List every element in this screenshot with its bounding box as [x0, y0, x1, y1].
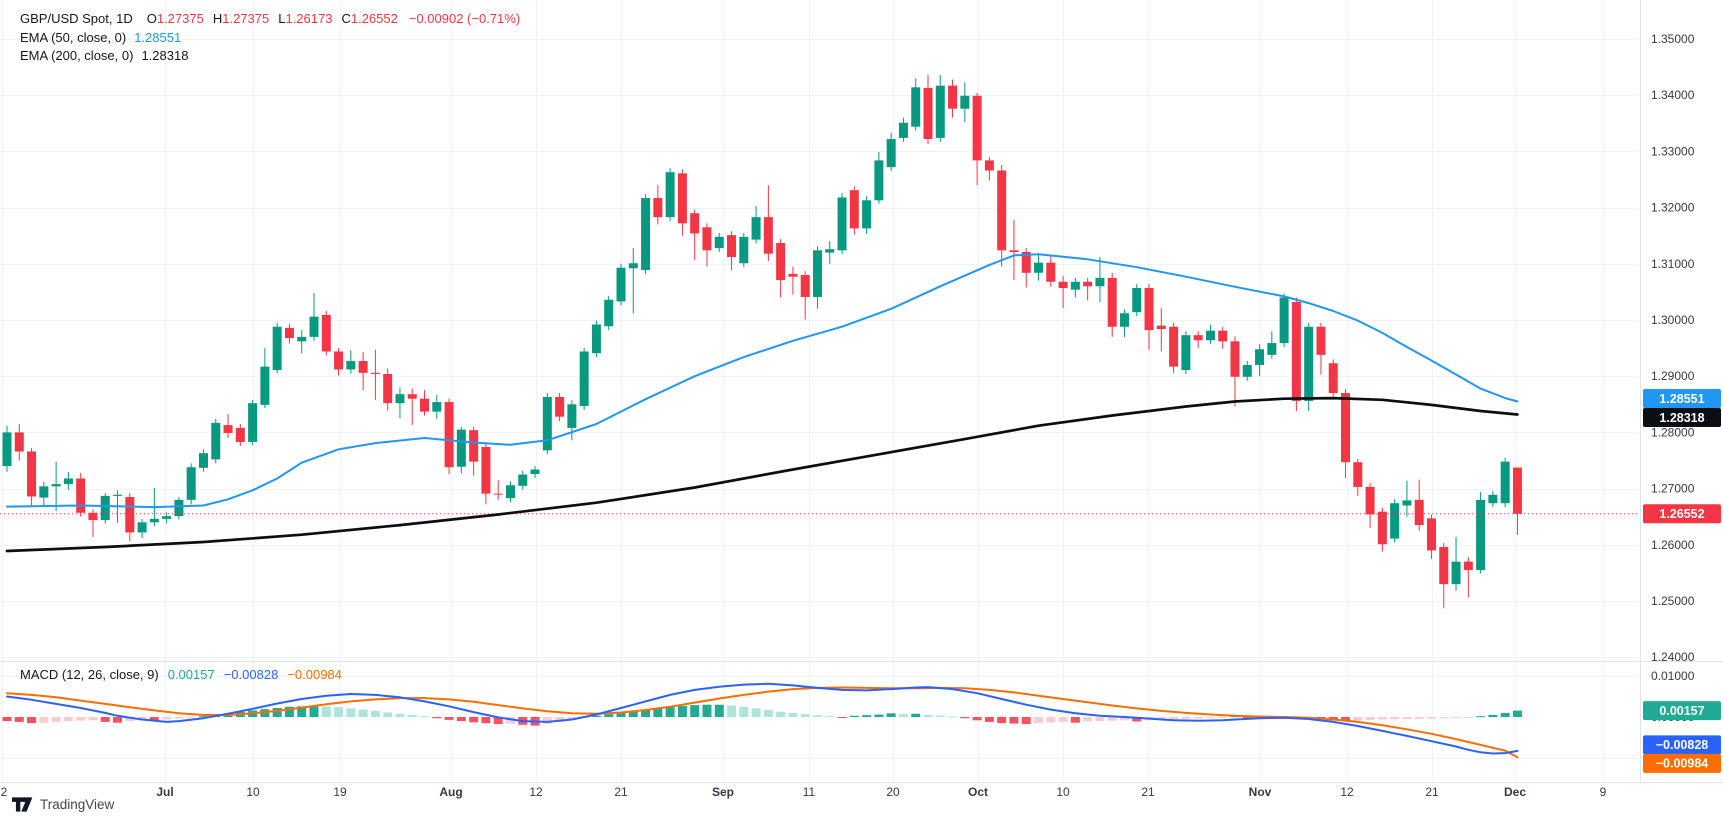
ema200-value: 1.28318: [141, 48, 189, 63]
svg-text:1.26552: 1.26552: [1659, 507, 1704, 521]
svg-text:1.35000: 1.35000: [1651, 32, 1695, 46]
svg-text:Sep: Sep: [712, 785, 734, 799]
macd-signal-value: −0.00984: [287, 667, 342, 682]
ema-50-line[interactable]: [6, 253, 1519, 509]
svg-text:Aug: Aug: [439, 785, 462, 799]
ema50-label: EMA (50, close, 0): [20, 29, 127, 45]
axis-badge: 0.00157: [1643, 701, 1721, 721]
macd-line[interactable]: [6, 682, 1519, 755]
ema-200-line[interactable]: [5, 396, 1519, 553]
open-label: O: [146, 11, 157, 26]
svg-text:0.00157: 0.00157: [1659, 704, 1704, 718]
macd-hist-value: 0.00157: [167, 667, 215, 682]
change-value: −0.00902 (−0.71%): [408, 11, 521, 26]
svg-text:21: 21: [1425, 785, 1439, 799]
svg-text:1.28000: 1.28000: [1651, 425, 1695, 439]
high-value: 1.27375: [222, 11, 270, 26]
axis-badge: 1.28318: [1643, 407, 1721, 427]
axis-badge: −0.00828: [1643, 735, 1721, 755]
svg-text:21: 21: [614, 785, 628, 799]
open-value: 1.27375: [156, 11, 204, 26]
indicator-row-ema200[interactable]: EMA (200, close, 0) 1.28318: [20, 47, 520, 66]
ema200-label: EMA (200, close, 0): [20, 48, 134, 63]
svg-text:12: 12: [1340, 785, 1354, 799]
svg-text:10: 10: [246, 785, 260, 799]
svg-text:−0.00828: −0.00828: [1656, 738, 1709, 752]
svg-text:10: 10: [1056, 785, 1070, 799]
close-label: C: [341, 11, 351, 26]
macd-label: MACD (12, 26, close, 9): [20, 667, 159, 682]
symbol-title: GBP/USD Spot, 1D: [20, 11, 133, 26]
svg-text:1.33000: 1.33000: [1651, 144, 1695, 158]
svg-text:Oct: Oct: [968, 785, 988, 799]
svg-text:1.28318: 1.28318: [1659, 411, 1704, 425]
legend: GBP/USD Spot, 1D O1.27375 H1.27375 L1.26…: [20, 10, 520, 66]
tradingview-logo-text: TradingView: [40, 797, 115, 812]
svg-text:1.26000: 1.26000: [1651, 538, 1695, 552]
time-scale[interactable]: 2 Jul 10 19 Aug 12 21 Sep 11 20 Oct 10 21 Nov 12 21 Dec 9: [1, 785, 1607, 799]
svg-text:1.31000: 1.31000: [1651, 257, 1695, 271]
svg-text:Nov: Nov: [1249, 785, 1272, 799]
high-label: H: [212, 11, 223, 26]
svg-text:1.27000: 1.27000: [1651, 482, 1695, 496]
symbol-row[interactable]: GBP/USD Spot, 1D O1.27375 H1.27375 L1.26…: [20, 10, 520, 29]
svg-text:21: 21: [1141, 785, 1155, 799]
svg-text:12: 12: [529, 785, 543, 799]
axis-badge: 1.26552: [1643, 504, 1721, 524]
svg-text:0.01000: 0.01000: [1651, 669, 1695, 683]
indicator-row-macd[interactable]: MACD (12, 26, close, 9) 0.00157 −0.00828…: [20, 667, 351, 682]
tradingview-logo[interactable]: TradingView: [12, 797, 114, 812]
svg-text:Dec: Dec: [1504, 785, 1526, 799]
svg-text:1.32000: 1.32000: [1651, 201, 1695, 215]
low-label: L: [278, 11, 286, 26]
ema50-value: 1.28551: [134, 29, 182, 45]
axis-badge: 1.28551: [1643, 388, 1721, 408]
close-value: 1.26552: [350, 11, 398, 26]
axis-badge: −0.00984: [1643, 753, 1721, 773]
svg-text:9: 9: [1600, 785, 1607, 799]
svg-text:1.24000: 1.24000: [1651, 650, 1695, 664]
tradingview-logo-icon: [12, 797, 34, 812]
svg-text:19: 19: [333, 785, 347, 799]
svg-text:2: 2: [1, 785, 8, 799]
svg-text:1.29000: 1.29000: [1651, 369, 1695, 383]
svg-text:20: 20: [886, 785, 900, 799]
svg-text:1.34000: 1.34000: [1651, 88, 1695, 102]
gridlines: [0, 0, 1638, 782]
macd-line-value: −0.00828: [223, 667, 279, 682]
indicator-row-ema50[interactable]: EMA (50, close, 0) 1.28551: [20, 29, 520, 48]
svg-text:Jul: Jul: [156, 785, 173, 799]
svg-text:1.25000: 1.25000: [1651, 594, 1695, 608]
svg-text:−0.00984: −0.00984: [1656, 757, 1709, 771]
svg-text:11: 11: [803, 785, 816, 799]
candles-series[interactable]: [2, 74, 1522, 609]
svg-text:1.28551: 1.28551: [1659, 392, 1704, 406]
macd-histogram[interactable]: [2, 704, 1522, 726]
macd-signal-line[interactable]: [6, 686, 1519, 759]
svg-text:1.30000: 1.30000: [1651, 313, 1695, 327]
low-value: 1.26173: [285, 11, 333, 26]
